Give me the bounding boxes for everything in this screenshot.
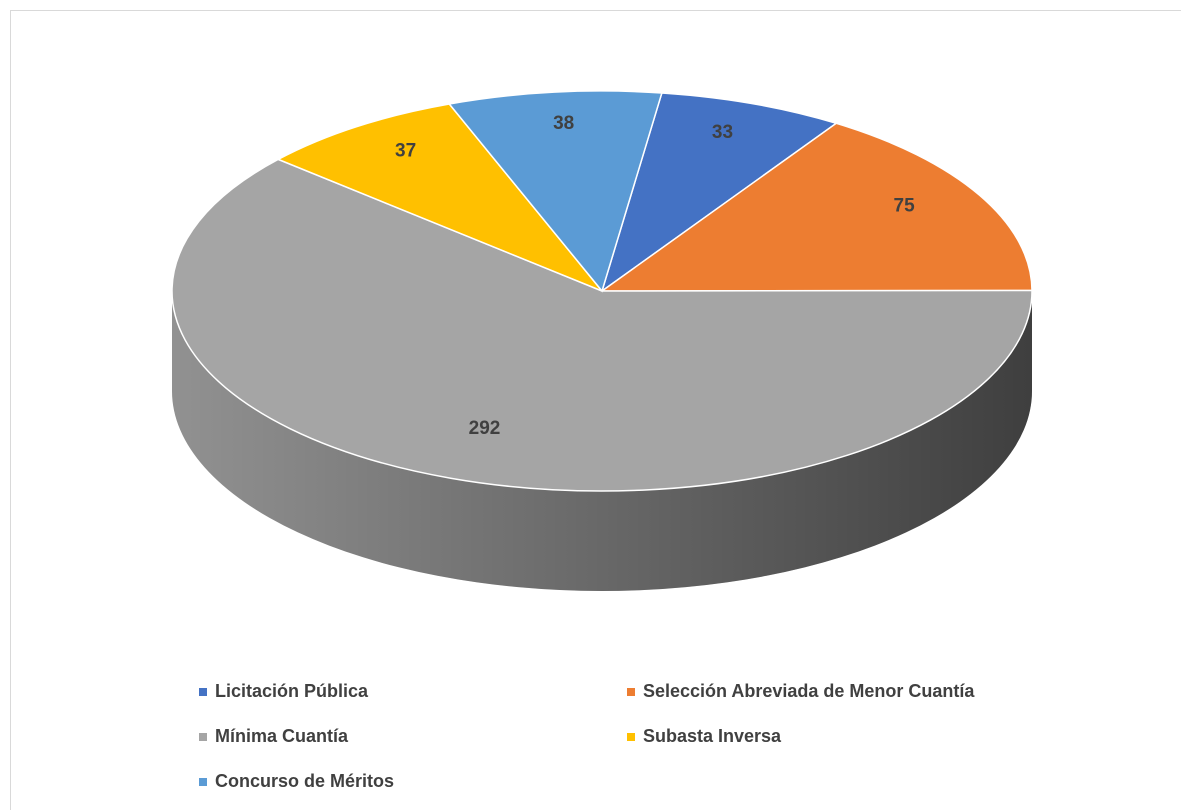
legend-swatch [627, 688, 635, 696]
legend-swatch [199, 688, 207, 696]
slice [599, 122, 1033, 292]
chart-frame [10, 10, 1181, 810]
slice [447, 90, 663, 293]
data-label: 75 [894, 196, 916, 217]
legend-swatch [199, 778, 207, 786]
data-label: 292 [469, 418, 501, 439]
legend-label: Subasta Inversa [643, 726, 782, 746]
data-label: 33 [712, 122, 733, 143]
legend-label: Licitación Pública [215, 681, 369, 701]
legend-label: Selección Abreviada de Menor Cuantía [643, 681, 975, 701]
legend-swatch [199, 733, 207, 741]
slice [276, 103, 603, 292]
slice [600, 92, 838, 293]
slice-side-shade [172, 291, 1032, 591]
legend-label: Concurso de Méritos [215, 771, 394, 791]
legend-swatch [627, 733, 635, 741]
legend-label: Mínima Cuantía [215, 726, 349, 746]
data-label: 37 [395, 141, 416, 162]
slice [171, 158, 1033, 492]
data-label: 38 [553, 113, 574, 134]
